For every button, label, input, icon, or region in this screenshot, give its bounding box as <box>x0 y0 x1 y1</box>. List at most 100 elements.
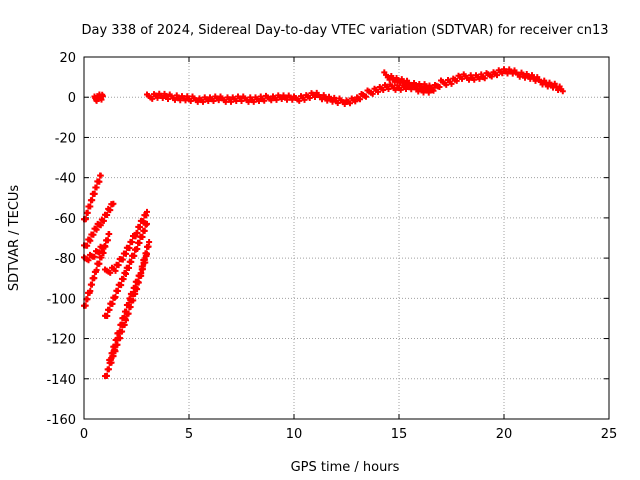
data-point-marker <box>233 98 240 105</box>
data-point-marker <box>278 96 285 103</box>
axis-ticks: 0 5 10 15 20 25 -160 -140 -120 -100 -80 -60 -40 -20 0 2… <box>46 51 617 442</box>
data-point-marker <box>238 98 245 105</box>
data-point-marker <box>527 75 534 82</box>
data-point-marker <box>312 94 318 101</box>
data-point-marker <box>392 86 399 93</box>
y-axis-label: SDTVAR / TECUs <box>7 185 22 292</box>
data-point-marker <box>256 98 262 105</box>
data-point-marker <box>419 85 426 92</box>
data-point-marker <box>488 73 495 80</box>
data-point-marker <box>414 85 421 92</box>
data-point-marker <box>107 269 114 276</box>
data-point-marker <box>138 270 145 277</box>
data-point-marker <box>509 70 516 77</box>
data-point-marker <box>385 85 392 92</box>
chart-title: Day 338 of 2024, Sidereal Day-to-day VTE… <box>81 23 608 38</box>
data-point-marker <box>459 75 465 82</box>
data-point-marker <box>134 278 141 285</box>
data-point-marker <box>136 239 143 246</box>
data-point-marker <box>391 78 398 85</box>
data-point-marker <box>369 90 376 97</box>
data-point-marker <box>284 96 290 103</box>
data-point-marker <box>91 190 98 197</box>
data-point-marker <box>544 83 551 90</box>
data-point-marker <box>177 97 184 104</box>
data-point-marker <box>93 226 100 233</box>
data-point-marker <box>91 275 98 282</box>
series-early-6 <box>102 220 150 319</box>
data-point-marker <box>228 98 234 105</box>
series-upper-band <box>381 69 436 93</box>
data-point-marker <box>127 297 134 304</box>
x-tick-label: 0 <box>80 427 88 442</box>
data-point-marker <box>205 98 212 105</box>
data-point-marker <box>522 74 528 81</box>
data-point-marker <box>84 209 91 216</box>
data-point-marker <box>132 284 139 291</box>
data-point-marker <box>466 76 472 83</box>
data-point-marker <box>215 97 222 104</box>
data-point-marker <box>84 242 91 249</box>
series-early-2 <box>81 200 117 249</box>
data-point-marker <box>102 243 109 250</box>
data-point-marker <box>126 245 133 252</box>
data-point-marker <box>154 94 161 101</box>
y-tick-label: -20 <box>55 131 76 146</box>
data-point-marker <box>261 97 268 104</box>
data-point-marker <box>112 343 119 350</box>
data-point-marker <box>436 83 443 90</box>
series-early-4 <box>81 230 113 309</box>
data-point-marker <box>100 249 107 256</box>
data-point-marker <box>143 250 150 257</box>
data-point-marker <box>140 218 147 225</box>
data-points <box>81 66 566 380</box>
x-tick-label: 15 <box>391 427 408 442</box>
data-point-marker <box>98 254 105 261</box>
series-early-5 <box>102 208 150 276</box>
data-point-marker <box>210 98 217 105</box>
data-point-marker <box>112 294 119 301</box>
data-point-marker <box>306 95 313 102</box>
data-point-marker <box>119 256 126 263</box>
data-point-marker <box>324 97 331 104</box>
data-point-marker <box>131 252 138 259</box>
x-tick-label: 25 <box>601 427 618 442</box>
series-early-8 <box>106 239 153 363</box>
data-point-marker <box>91 253 98 260</box>
y-tick-label: -40 <box>55 172 76 187</box>
data-point-marker <box>319 96 325 103</box>
data-point-marker <box>172 96 178 103</box>
y-tick-label: 0 <box>68 91 76 106</box>
data-point-marker <box>352 98 359 105</box>
x-tick-label: 5 <box>185 427 193 442</box>
data-point-marker <box>104 312 111 319</box>
y-tick-label: -60 <box>55 212 76 227</box>
y-tick-label: -80 <box>55 252 76 267</box>
data-point-marker <box>421 81 428 88</box>
data-point-marker <box>159 95 166 102</box>
data-point-marker <box>109 350 116 357</box>
data-point-marker <box>184 93 191 100</box>
data-point-marker <box>453 77 460 84</box>
data-point-marker <box>85 257 92 264</box>
data-point-marker <box>87 203 94 210</box>
data-point-marker <box>87 237 94 244</box>
data-point-marker <box>99 93 106 100</box>
data-point-marker <box>96 178 103 185</box>
data-point-marker <box>146 239 153 246</box>
data-point-marker <box>289 96 296 103</box>
data-point-marker <box>114 288 121 295</box>
data-point-marker <box>116 328 123 335</box>
data-point-marker <box>380 86 387 93</box>
data-point-marker <box>130 291 136 298</box>
data-point-marker <box>113 336 120 343</box>
data-point-marker <box>106 306 113 313</box>
data-point-marker <box>123 270 129 277</box>
data-point-marker <box>182 97 189 104</box>
data-point-marker <box>551 80 558 87</box>
y-tick-label: 20 <box>59 51 76 66</box>
data-point-marker <box>117 335 124 342</box>
series-main-trend <box>144 66 566 107</box>
data-point-marker <box>532 77 539 84</box>
